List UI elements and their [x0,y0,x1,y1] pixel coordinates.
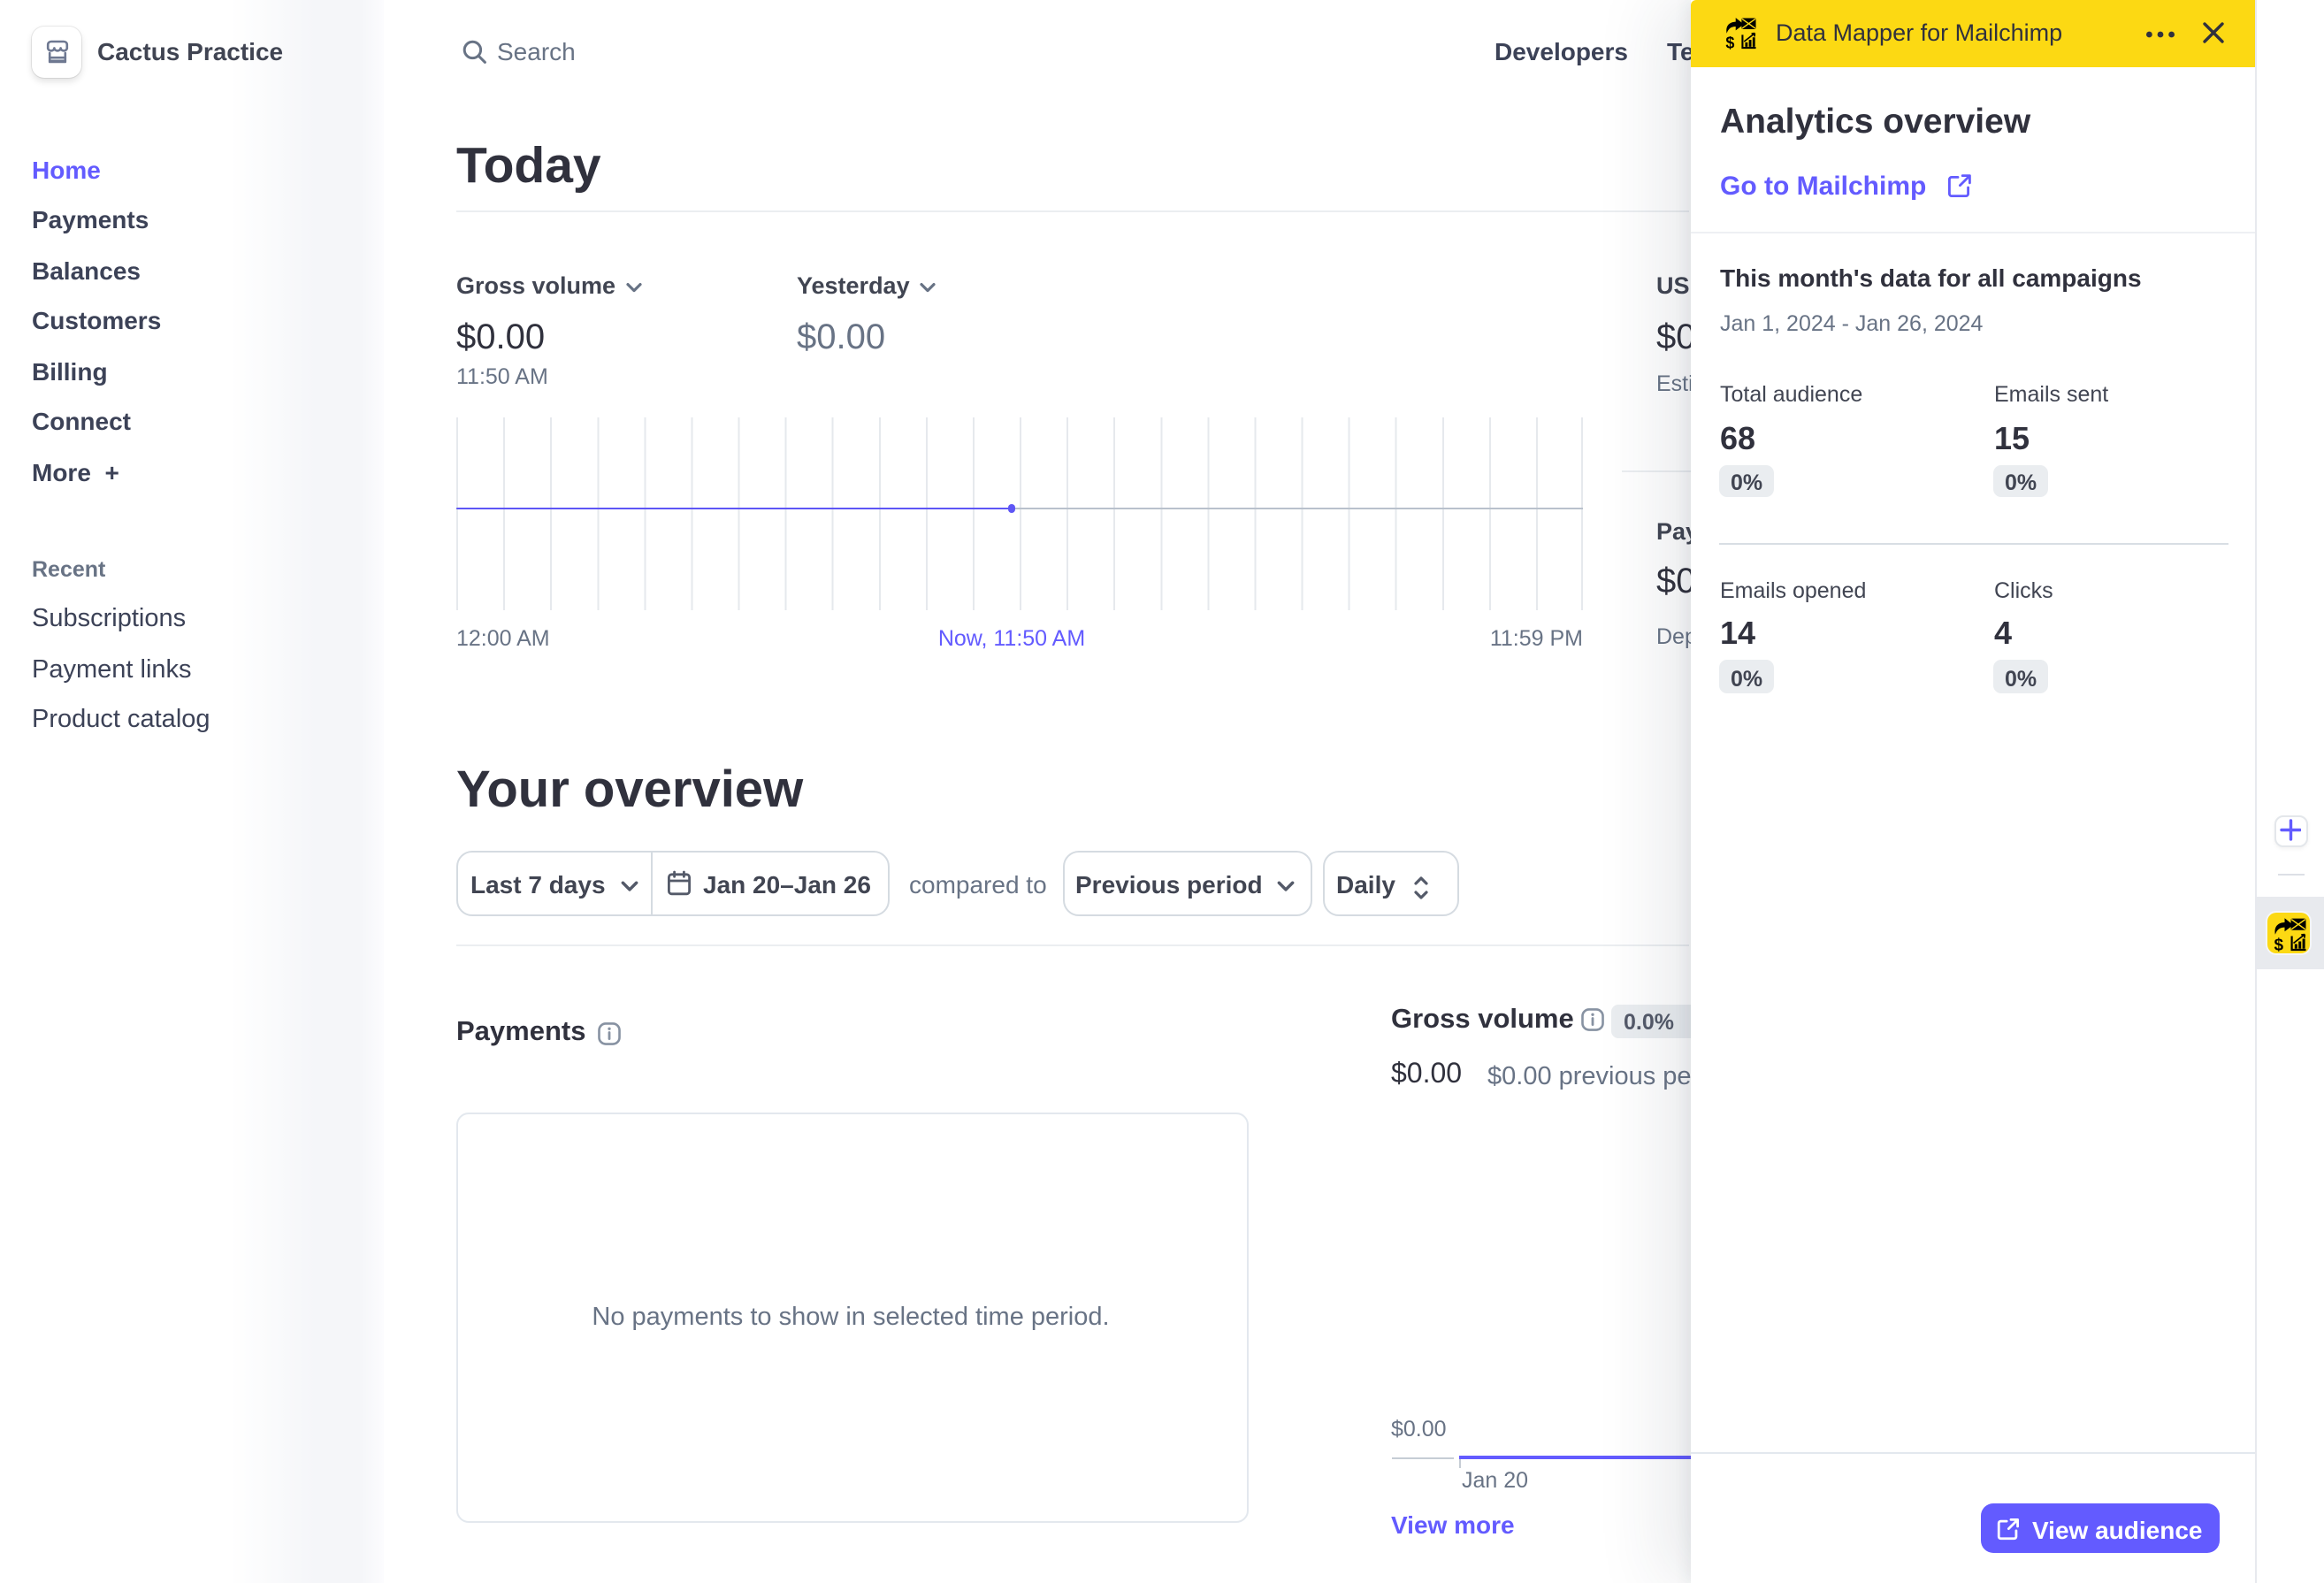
svg-text:$: $ [2274,936,2284,952]
svg-text:$: $ [1724,34,1733,50]
